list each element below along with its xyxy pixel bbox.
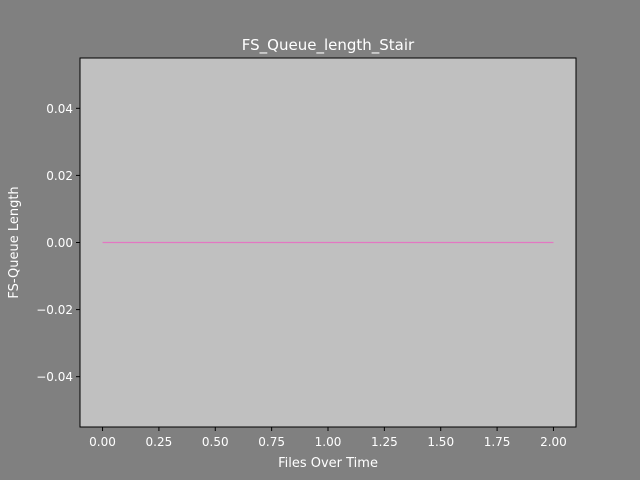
ticks-group: 0.00 0.25 0.50 0.75 1.00 1.25 1.50 1.75 2.00 −0.0… [36,102,567,449]
x-tick-label: 1.25 [371,435,398,449]
x-tick-label: 2.00 [540,435,567,449]
y-axis-label: FS-Queue Length [7,186,22,298]
y-tick-label: 0.04 [46,102,73,116]
x-tick-label: 1.00 [315,435,342,449]
y-tick-label: 0.02 [46,169,73,183]
x-tick-label: 0.75 [258,435,285,449]
x-tick-label: 0.50 [202,435,229,449]
y-tick-label: −0.04 [36,370,73,384]
x-tick-label: 1.50 [427,435,454,449]
x-tick-label: 1.75 [484,435,511,449]
y-tick-label: −0.02 [36,303,73,317]
x-tick-label: 0.00 [89,435,116,449]
chart-title: FS_Queue_length_Stair [242,36,415,55]
x-tick-label: 0.25 [146,435,173,449]
x-axis-label: Files Over Time [278,456,378,471]
y-tick-label: 0.00 [46,236,73,250]
